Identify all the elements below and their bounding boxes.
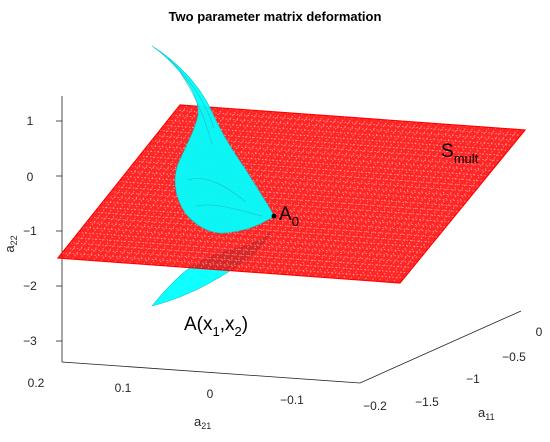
- y-tick-label: 0: [536, 325, 543, 339]
- a-x1-x2-label: A(x1,x2): [184, 314, 248, 339]
- z-tick-labels: 1 0 −1 −2 −3: [23, 114, 37, 348]
- x-tick-label: 0.1: [115, 381, 132, 395]
- a0-point: [271, 213, 277, 219]
- z-tick-label: −1: [23, 224, 37, 238]
- axes: [61, 96, 522, 384]
- z-tick-label: −3: [23, 334, 37, 348]
- y-axis-line: [359, 310, 522, 384]
- z-tick-label: 0: [27, 170, 34, 184]
- a0-label: A0: [279, 204, 299, 229]
- cyan-surface-upper: [151, 45, 275, 234]
- x-tick-label: −0.2: [363, 399, 387, 413]
- chart-title: Two parameter matrix deformation: [169, 9, 382, 24]
- red-plane-edge: [56, 104, 527, 284]
- red-plane-s-mult: [56, 104, 527, 284]
- cyan-mesh-lines: [167, 57, 263, 217]
- z-axis-line: [61, 96, 361, 384]
- x-axis-label: a21: [194, 414, 211, 431]
- x-tick-labels: 0.2 0.1 0 −0.1 −0.2: [28, 376, 388, 413]
- x-tick-label: 0: [207, 387, 214, 401]
- y-tick-label: −1: [466, 372, 480, 386]
- y-tick-label: −0.5: [502, 350, 526, 364]
- x-tick-label: 0.2: [28, 376, 45, 390]
- s-mult-label: Smult: [441, 141, 479, 166]
- cyan-upper-lobe: [151, 45, 275, 234]
- x-tick-label: −0.1: [280, 393, 304, 407]
- y-tick-labels: 0 −0.5 −1 −1.5: [415, 325, 543, 409]
- z-tick-label: −2: [23, 279, 37, 293]
- y-tick-label: −1.5: [415, 395, 439, 409]
- y-axis-label: a11: [478, 405, 495, 422]
- z-axis-label: a22: [2, 235, 19, 252]
- z-tick-label: 1: [27, 114, 34, 128]
